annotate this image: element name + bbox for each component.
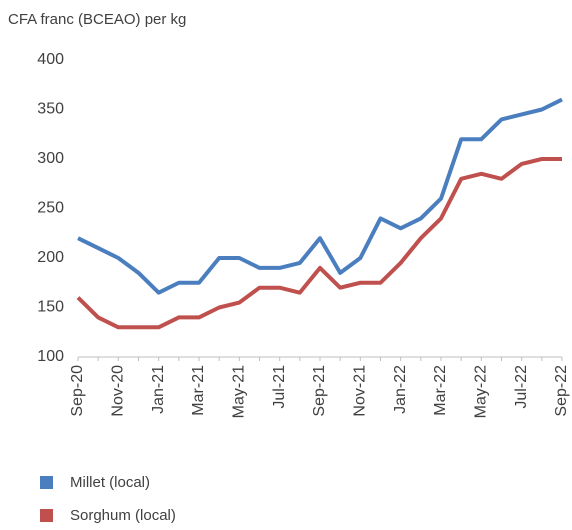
x-tick-label: Mar-22: [432, 365, 449, 416]
x-tick-label: Sep-21: [311, 365, 328, 417]
x-tick-label: May-22: [473, 365, 490, 418]
legend-label: Sorghum (local): [70, 507, 176, 524]
y-tick-label: 400: [37, 51, 64, 68]
y-tick-label: 100: [37, 348, 64, 365]
x-tick-label: Jul-21: [271, 365, 288, 409]
data-line: [77, 97, 563, 295]
x-tick-label: Mar-21: [190, 365, 207, 416]
x-tick-label: Jan-22: [392, 365, 409, 414]
x-tick-label: Jul-22: [513, 365, 530, 409]
y-tick-label: 350: [37, 101, 64, 118]
legend-swatch: [40, 509, 53, 522]
x-tick-label: Nov-20: [110, 365, 127, 417]
legend-label: Millet (local): [70, 474, 150, 491]
y-tick-label: 150: [37, 299, 64, 316]
x-tick-label: Sep-20: [69, 365, 86, 417]
legend-swatch: [40, 476, 53, 489]
x-tick-label: May-21: [231, 365, 248, 418]
y-tick-label: 300: [37, 150, 64, 167]
x-tick-label: Jan-21: [150, 365, 167, 414]
y-tick-label: 250: [37, 200, 64, 217]
x-tick-label: Sep-22: [553, 365, 570, 417]
y-tick-label: 200: [37, 249, 64, 266]
x-tick-label: Nov-21: [352, 365, 369, 417]
y-axis-label: CFA franc (BCEAO) per kg: [8, 11, 186, 28]
data-line: [76, 157, 562, 330]
